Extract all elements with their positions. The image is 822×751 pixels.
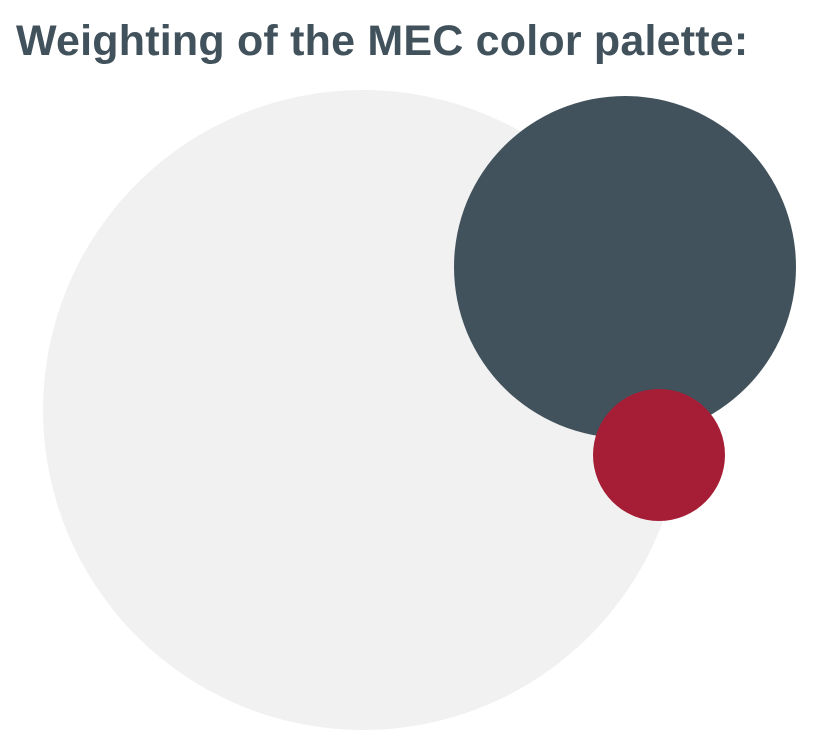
crimson-swatch-circle	[593, 389, 725, 521]
slate-swatch-circle	[454, 96, 796, 438]
page-title: Weighting of the MEC color palette:	[16, 17, 749, 65]
